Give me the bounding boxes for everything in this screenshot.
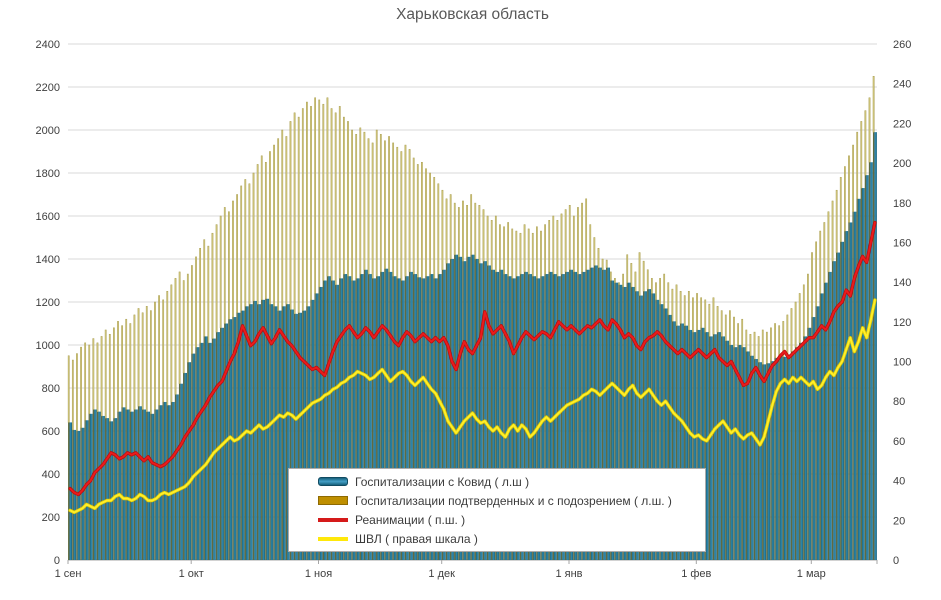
y-right-tick-label: 140	[893, 277, 911, 289]
icu-line-swatch	[318, 517, 348, 522]
ventilators-line	[69, 299, 876, 514]
legend-box: Госпитализации с Ковид ( л.ш ) Госпитали…	[288, 468, 706, 552]
x-tick-label: 1 окт	[179, 568, 204, 580]
y-right-tick-label: 40	[893, 476, 905, 488]
total-hospitalizations-bars	[67, 76, 875, 561]
y-right-tick-label: 100	[893, 357, 911, 369]
ventilators-line-swatch	[318, 536, 348, 541]
legend-item-covid-hospitalizations: Госпитализации с Ковид ( л.ш )	[318, 472, 705, 491]
x-tick-label: 1 дек	[428, 568, 455, 580]
y-left-tick-label: 1800	[36, 168, 60, 180]
legend-item-ventilators: ШВЛ ( правая шкала )	[318, 529, 705, 548]
y-left-tick-label: 600	[42, 426, 60, 438]
y-left-tick-label: 2200	[36, 82, 60, 94]
y-right-tick-label: 60	[893, 436, 905, 448]
legend-label: Госпитализации с Ковид ( л.ш )	[355, 474, 530, 489]
x-tick-label: 1 фев	[681, 568, 711, 580]
y-left-tick-label: 2000	[36, 125, 60, 137]
y-left-tick-label: 400	[42, 469, 60, 481]
x-tick-label: 1 ноя	[305, 568, 332, 580]
x-tick-label: 1 сен	[55, 568, 82, 580]
legend-label: Реанимации ( п.ш. )	[355, 512, 466, 527]
y-right-tick-label: 120	[893, 317, 911, 329]
y-left-tick-label: 1600	[36, 211, 60, 223]
y-right-tick-label: 160	[893, 237, 911, 249]
y-axis-right-labels: 0 20 40 60 80 100 120 140 160 180 200 220 240 260	[893, 39, 911, 567]
x-axis-labels: 1 сен 1 окт 1 ноя 1 дек 1 янв 1 фев 1 мар	[55, 560, 878, 580]
legend-item-icu: Реанимации ( п.ш. )	[318, 510, 705, 529]
y-right-tick-label: 240	[893, 79, 911, 91]
legend-label: Госпитализации подтверденных и с подозре…	[355, 493, 672, 508]
y-left-tick-label: 1200	[36, 297, 60, 309]
y-left-tick-label: 1400	[36, 254, 60, 266]
x-tick-label: 1 мар	[797, 568, 826, 580]
legend-label: ШВЛ ( правая шкала )	[355, 531, 478, 546]
y-axis-left-labels: 0 200 400 600 800 1000 1200 1400 1600 1800 2000 220…	[36, 39, 60, 567]
y-left-tick-label: 800	[42, 383, 60, 395]
y-left-tick-label: 200	[42, 512, 60, 524]
y-left-tick-label: 1000	[36, 340, 60, 352]
legend-item-total-hospitalizations: Госпитализации подтверденных и с подозре…	[318, 491, 705, 510]
y-right-tick-label: 20	[893, 515, 905, 527]
icu-line	[69, 221, 876, 496]
y-right-tick-label: 0	[893, 555, 899, 567]
y-right-tick-label: 260	[893, 39, 911, 51]
y-right-tick-label: 220	[893, 118, 911, 130]
y-right-tick-label: 200	[893, 158, 911, 170]
y-right-tick-label: 80	[893, 396, 905, 408]
y-left-tick-label: 0	[54, 555, 60, 567]
covid-bars-swatch	[318, 477, 348, 486]
x-tick-label: 1 янв	[555, 568, 582, 580]
y-right-tick-label: 180	[893, 198, 911, 210]
total-bars-swatch	[318, 496, 348, 505]
y-left-tick-label: 2400	[36, 39, 60, 51]
chart-title: Харьковская область	[396, 6, 549, 23]
